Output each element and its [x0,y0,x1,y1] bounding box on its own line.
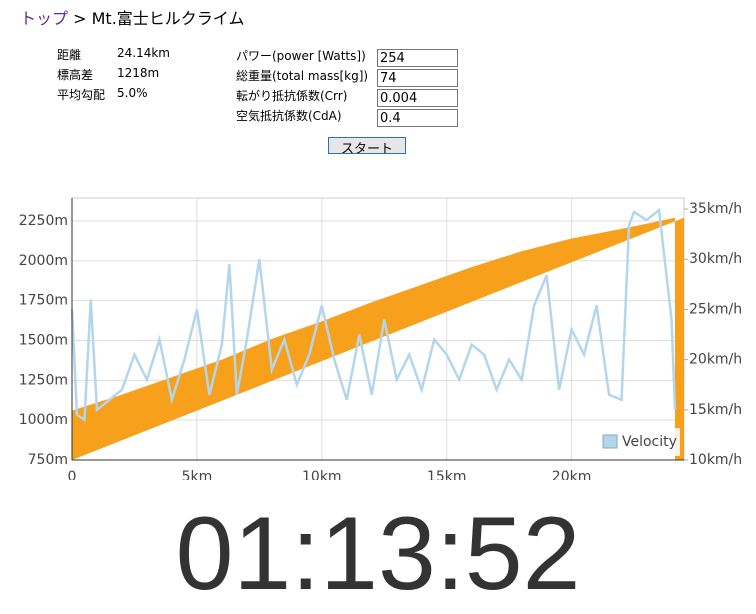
stat-value: 24.14km [117,46,170,60]
y-tick-label: 1750m [19,293,68,309]
input-label: パワー(power [Watts]) [236,49,366,63]
x-tick-label: 0 [68,469,77,480]
timer: 01:13:52 [175,496,581,612]
y-tick-label: 1000m [19,412,68,428]
y2-tick-label: 15km/h [689,402,742,418]
separator: > [73,9,87,28]
elevation-area [72,217,684,460]
y2-tick-label: 10km/h [689,452,742,468]
input-label: 総重量(total mass[kg]) [236,69,369,83]
y2-tick-label: 20km/h [689,352,742,368]
chart: 0 5km 10km 15km 20km 750m 1000m 1250m 1500m 1750m… [19,197,742,480]
stat-label: 平均勾配 [57,88,106,102]
stat-value: 5.0% [117,86,148,100]
y-tick-label: 1250m [19,372,68,388]
x-tick-label: 20km [552,469,592,480]
breadcrumb: トップ > Mt.富士ヒルクライム [20,5,244,29]
stat-value: 1218m [117,66,160,80]
y-tick-label: 2250m [19,213,68,229]
input-field[interactable] [377,109,458,127]
stat-label: 距離 [57,48,82,62]
legend-swatch [602,434,618,449]
y2-tick-label: 25km/h [689,301,742,317]
x-tick-label: 10km [302,469,342,480]
x-tick-label: 15km [427,469,467,480]
legend-label: Velocity [622,434,677,450]
input-field[interactable] [377,89,458,107]
x-tick-label: 5km [182,469,213,480]
input-label: 空気抵抗係数(CdA) [236,109,342,123]
input-field[interactable] [377,69,458,87]
y-tick-label: 2000m [19,253,68,269]
y-tick-label: 750m [28,452,68,468]
y2-tick-label: 35km/h [689,201,742,217]
page-title: Mt.富士ヒルクライム [91,9,245,28]
stat-label: 標高差 [57,68,94,82]
y-tick-label: 1500m [19,332,68,348]
top-link[interactable]: トップ [20,9,69,28]
y2-tick-label: 30km/h [689,251,742,267]
input-field[interactable] [377,49,458,67]
velocity-line [70,207,677,423]
start-button[interactable]: スタート [328,137,406,154]
input-label: 転がり抵抗係数(Crr) [236,89,348,103]
